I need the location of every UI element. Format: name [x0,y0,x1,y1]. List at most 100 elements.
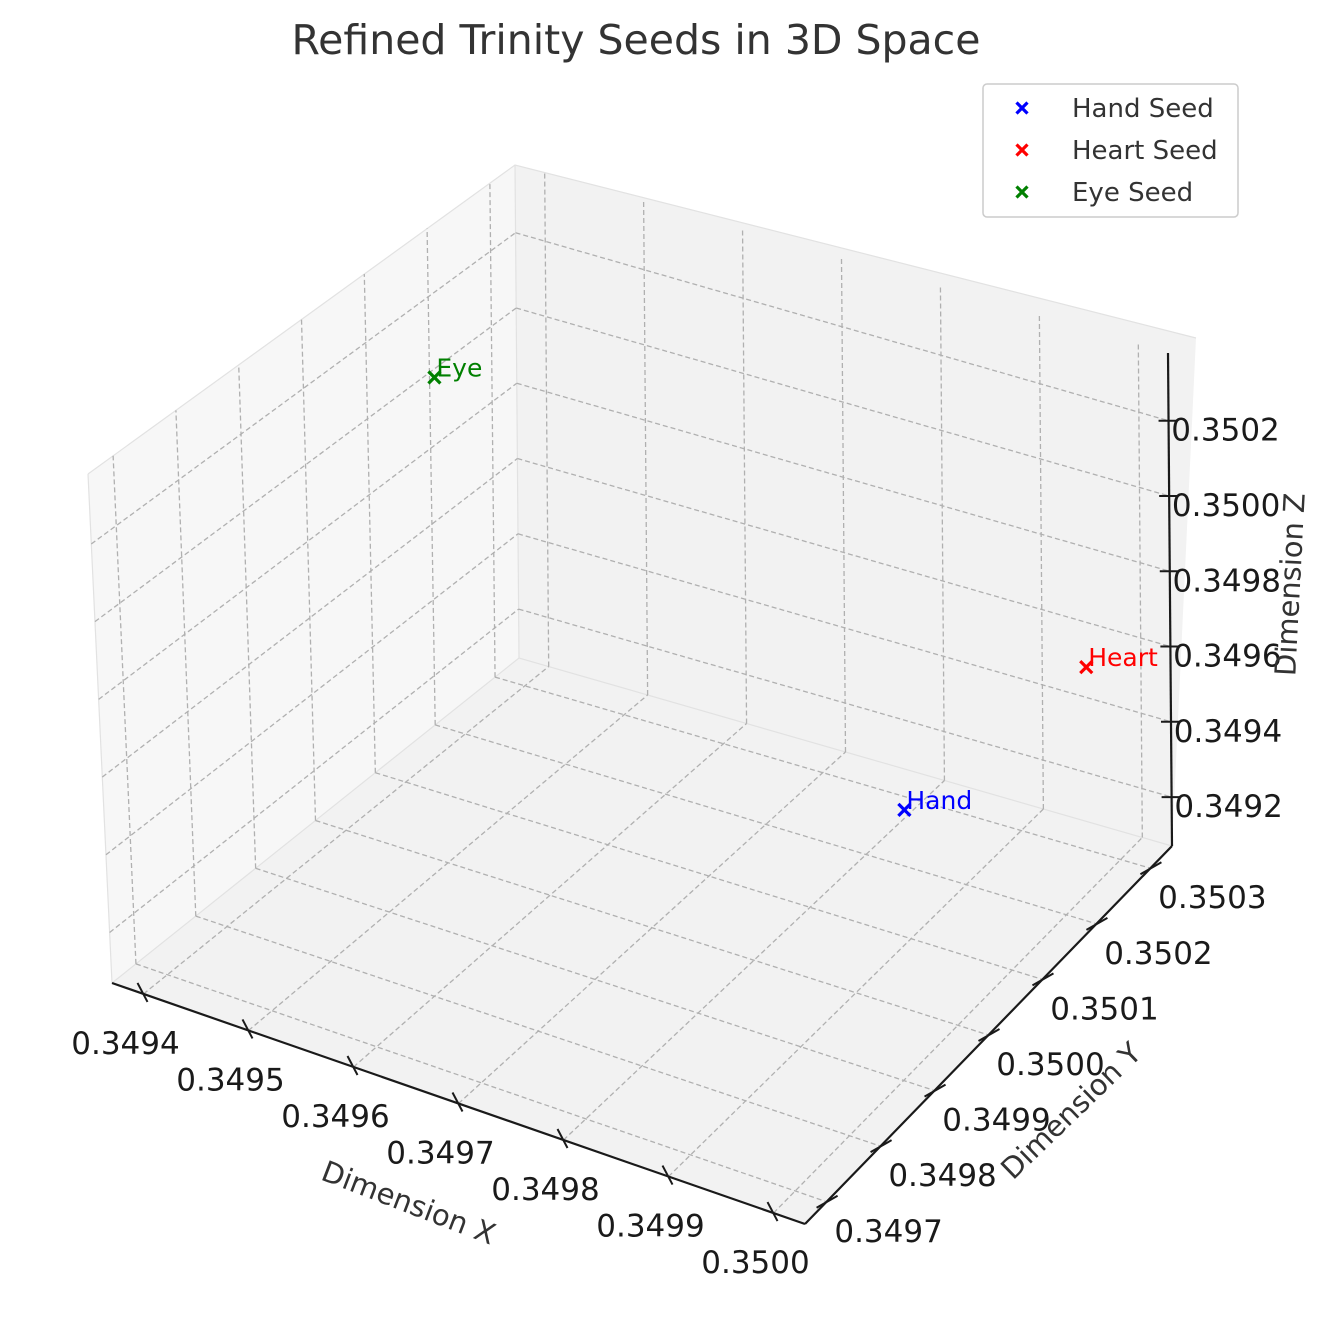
y-tick [870,1139,893,1154]
legend-entry: Eye Seed [1015,178,1193,208]
y-grid-left [489,183,496,678]
pane-edge-floor [111,657,1173,984]
x-tick [346,1055,359,1076]
point-label: Hand [906,786,972,815]
legend-box [982,83,1239,218]
point-label: Heart [1088,643,1158,672]
y-grid-left [175,410,197,917]
point-eye: Eye [427,353,482,385]
x-tick-label: 0.3495 [176,1062,284,1098]
z-grid-back [515,232,1169,422]
z-grid-back [518,608,1172,798]
y-tick-label: 0.3501 [1050,991,1158,1027]
tick-labels: 0.34940.34950.34960.34970.34980.34990.35… [71,413,1283,1281]
y-grid-floor [315,819,989,1036]
pane-floor [112,658,1172,1224]
y-tick [816,1194,839,1209]
y-grid-floor [375,772,1043,981]
y-grid-floor [255,867,935,1092]
point-hand: Hand [897,786,972,817]
y-grid-floor [494,676,1151,869]
z-grid-left [98,382,518,700]
x-tick-label: 0.3494 [71,1026,179,1062]
x-tick [241,1019,254,1039]
y-tick-label: 0.3499 [942,1103,1050,1139]
y-grid-floor [195,915,881,1147]
x-grid-back [939,287,946,781]
x-grid-back [1038,315,1045,809]
legend: Hand Seed Heart Seed Eye Seed [982,83,1239,218]
z-tick-label: 0.3498 [1173,563,1281,599]
legend-label: Hand Seed [1072,94,1214,124]
x-grid-floor [563,780,945,1141]
y-tick-label: 0.3502 [1104,936,1212,972]
z-grid-back [517,457,1171,648]
x-tick-label: 0.3496 [281,1099,389,1135]
x-tick [451,1092,464,1112]
y-grid-left [112,455,137,964]
y-tick [1139,861,1162,876]
x-grid-floor [353,723,747,1068]
x-grid-back [642,202,649,696]
legend-entry: Heart Seed [1015,136,1218,166]
point-marker [427,370,442,385]
y-tick-label: 0.3503 [1158,880,1266,916]
z-tick-label: 0.3494 [1174,714,1282,750]
x-tick-label: 0.3498 [491,1172,599,1208]
x-grid-floor [458,751,846,1104]
x-tick [766,1201,779,1222]
y-grid-left [426,228,436,725]
y-grid-left [238,364,257,869]
x-tick [661,1165,674,1185]
z-grid-back [517,533,1172,723]
y-tick [1085,916,1108,931]
y-tick-label: 0.3498 [888,1158,996,1194]
z-grid-back [515,307,1170,497]
x-tick [136,982,149,1003]
z-grid-back [516,382,1170,572]
z-grid-left [101,458,518,778]
x-grid-back [741,230,748,724]
grid-lines [90,173,1172,1214]
point-heart: Heart [1079,643,1158,675]
legend-label: Heart Seed [1072,136,1218,166]
x-tick-label: 0.3500 [701,1245,809,1281]
point-label: Eye [436,353,482,382]
y-tick [924,1083,947,1098]
x-grid-back [1137,344,1143,838]
y-tick-label: 0.3500 [996,1047,1104,1083]
legend-marker [1015,143,1029,157]
x-grid-back [544,173,550,667]
chart-title: Refined Trinity Seeds in 3D Space [292,16,981,64]
z-grid-left [105,533,519,856]
x-tick-label: 0.3499 [596,1209,704,1245]
x-grid-back [840,258,847,753]
legend-label: Eye Seed [1072,178,1193,208]
x-tick [556,1128,569,1149]
z-tick-label: 0.3496 [1173,639,1281,675]
y-grid-left [363,274,377,773]
point-marker [897,802,912,817]
pane-back-right [515,165,1196,846]
pane-edge-left [87,473,113,984]
legend-marker [1015,101,1029,115]
pane-edge-back [514,164,520,659]
legend-entry: Hand Seed [1015,94,1214,124]
y-grid-floor [435,724,1097,925]
z-grid-left [109,608,520,933]
z-tick-label: 0.3500 [1172,488,1280,524]
y-grid-floor [135,963,827,1203]
y-tick [1031,972,1054,987]
point-marker [1079,660,1094,675]
y-tick-label: 0.3497 [834,1214,942,1250]
y-tick [978,1028,1000,1042]
z-tick-label: 0.3502 [1171,413,1279,449]
z-tick-label: 0.3492 [1174,789,1282,825]
pane-back-left [88,165,519,983]
z-axis-line [1166,352,1174,847]
y-grid-left [300,319,317,821]
data-points: Hand Heart Eye [427,353,1158,817]
legend-marker [1015,185,1029,199]
x-tick-label: 0.3497 [386,1136,494,1172]
